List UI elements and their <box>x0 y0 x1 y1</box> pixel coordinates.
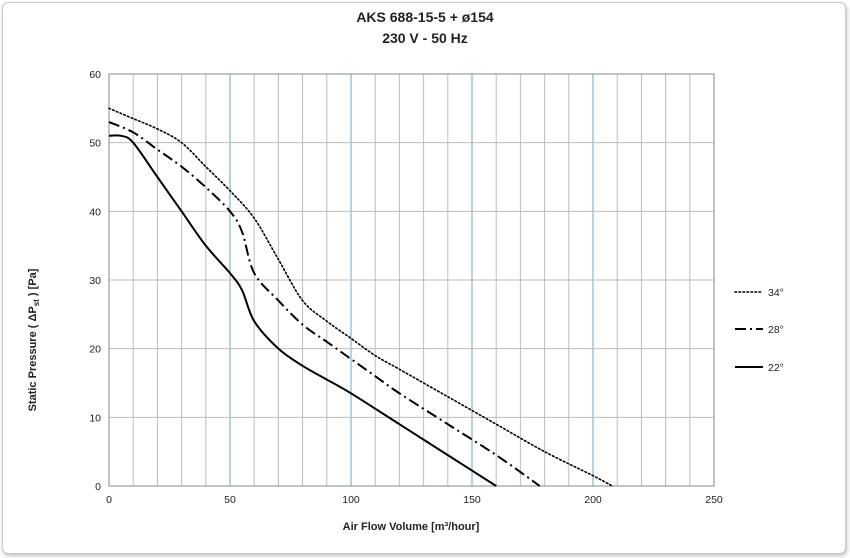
series-line-solid <box>108 134 497 487</box>
y-tick-label: 30 <box>89 275 101 287</box>
chart-title: AKS 688-15-5 + ø154 <box>356 9 494 25</box>
x-axis-title: Air Flow Volume [m³/hour] <box>343 521 480 533</box>
series-group <box>108 107 614 487</box>
y-tick-label: 50 <box>89 138 101 150</box>
legend-label: 22° <box>768 362 784 374</box>
x-tick-label: 50 <box>224 494 236 506</box>
legend-label: 28° <box>768 324 784 336</box>
y-axis-title-suffix: ) [Pa] <box>27 268 39 299</box>
x-tick-label: 200 <box>584 494 602 506</box>
y-tick-label: 60 <box>89 69 101 81</box>
y-tick-label: 40 <box>89 206 101 218</box>
chart-subtitle: 230 V - 50 Hz <box>382 30 468 46</box>
series-line-dash-dot <box>108 121 541 487</box>
grid <box>109 74 714 486</box>
legend: 34° 28° 22° <box>734 287 784 374</box>
y-axis-title: Static Pressure ( ΔPst ) [Pa] <box>27 268 41 411</box>
y-tick-label: 20 <box>89 344 101 356</box>
series-line-dotted <box>108 107 614 487</box>
y-axis-title-subscript: st <box>32 299 41 306</box>
legend-label: 34° <box>768 287 784 299</box>
y-axis-title-prefix: Static Pressure ( ΔP <box>27 306 39 411</box>
x-axis-ticks: 0 50 100 150 200 250 <box>106 494 723 506</box>
x-tick-label: 250 <box>705 494 723 506</box>
x-tick-label: 0 <box>106 494 112 506</box>
x-tick-label: 100 <box>342 494 360 506</box>
x-tick-label: 150 <box>463 494 481 506</box>
y-tick-label: 10 <box>89 412 101 424</box>
plot-area-border <box>108 73 715 487</box>
y-tick-label: 0 <box>95 481 101 493</box>
y-axis-ticks: 0 10 20 30 40 50 60 <box>89 69 101 493</box>
